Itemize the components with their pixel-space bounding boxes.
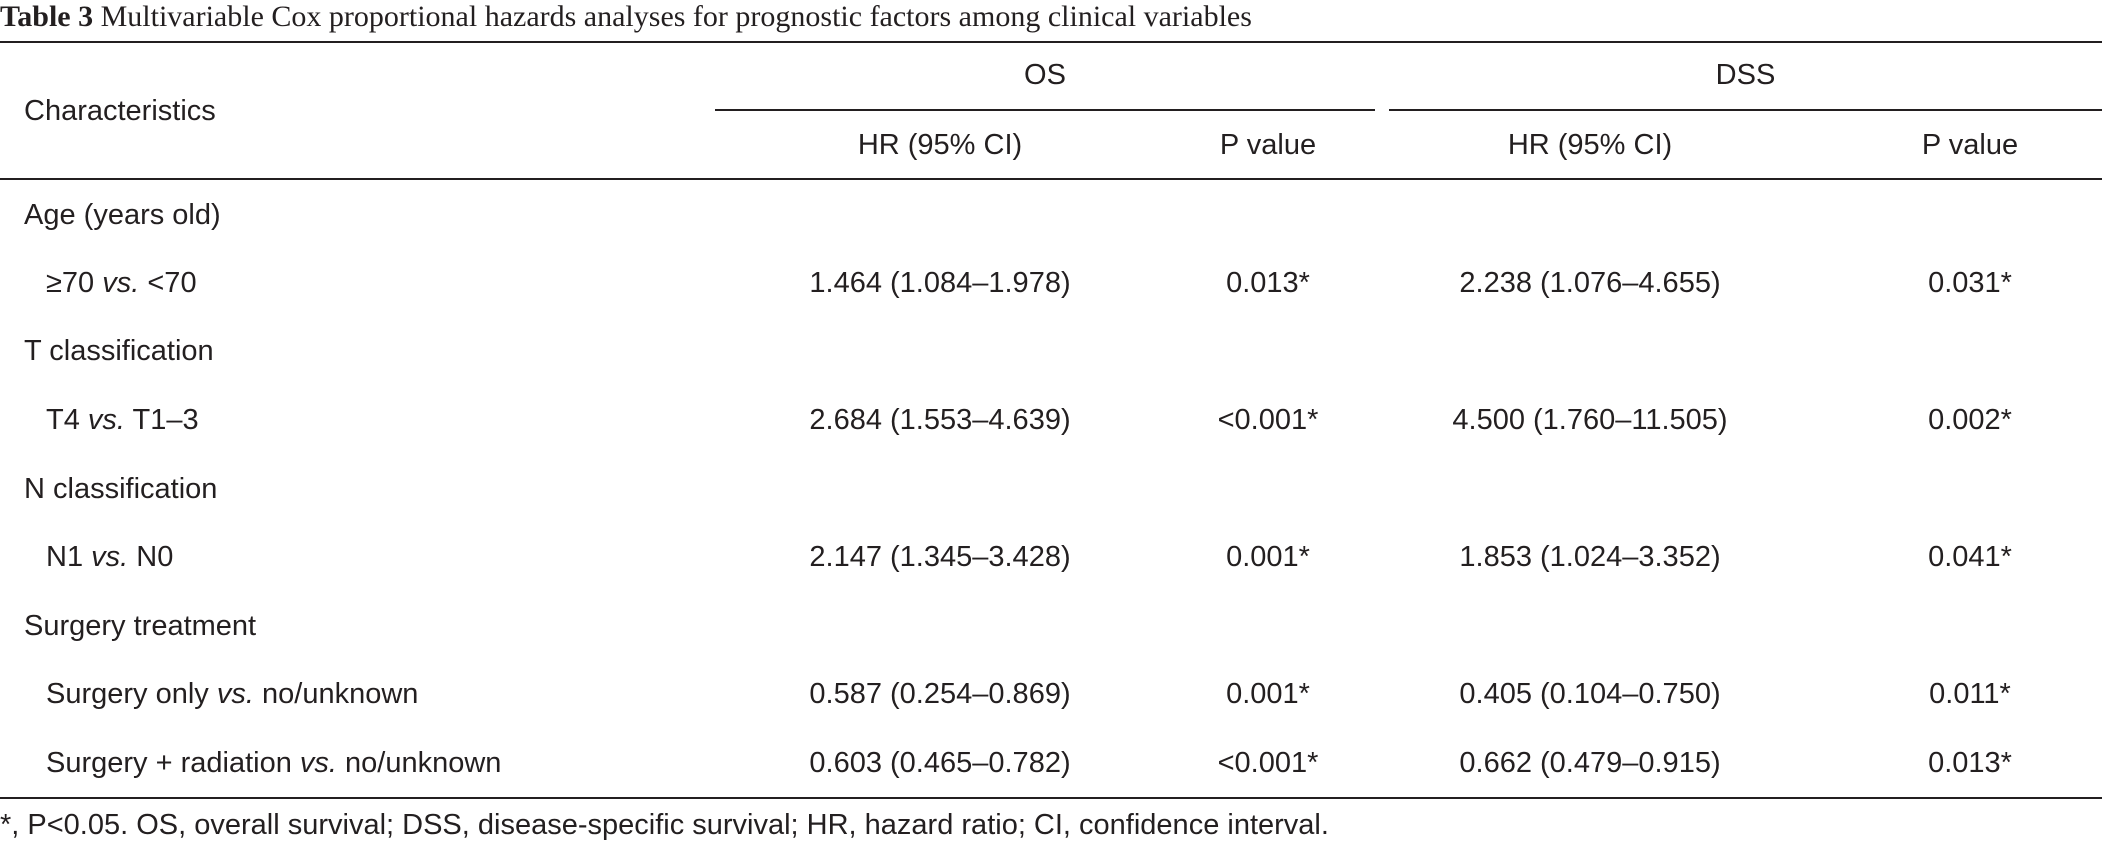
row-label-vs: vs. <box>299 747 337 779</box>
row-label-n: N1 vs. N0 <box>46 539 173 575</box>
table-bottom-rule <box>0 797 2102 799</box>
header-os-hr: HR (95% CI) <box>857 129 1023 161</box>
cell-dss-hr: 0.662 (0.479–0.915) <box>1459 747 1721 779</box>
row-label-a: N1 <box>46 541 84 573</box>
row-label-surgery-radiation: Surgery + radiation vs. no/unknown <box>46 745 501 781</box>
cell-dss-p: 0.041* <box>1928 541 2012 573</box>
header-bottom-rule <box>0 178 2102 180</box>
row-label-a: Surgery + radiation <box>46 747 292 779</box>
cell-os-p: 0.001* <box>1226 541 1310 573</box>
cell-os-p: <0.001* <box>1217 404 1319 436</box>
cell-dss-p: 0.002* <box>1928 404 2012 436</box>
table-top-rule <box>0 41 2102 43</box>
row-label-b: T1–3 <box>132 404 199 436</box>
cell-dss-hr: 4.500 (1.760–11.505) <box>1452 404 1728 436</box>
cell-os-p: <0.001* <box>1217 747 1319 779</box>
cell-os-hr: 0.587 (0.254–0.869) <box>809 678 1071 710</box>
table-number: Table 3 <box>0 0 94 33</box>
row-label-t: T4 vs. T1–3 <box>46 402 199 438</box>
table-caption: Table 3 Multivariable Cox proportional h… <box>0 0 1252 36</box>
header-group-dss: DSS <box>1715 59 1776 91</box>
row-label-vs: vs. <box>87 404 125 436</box>
row-label-surgery-only: Surgery only vs. no/unknown <box>46 676 418 712</box>
row-label-b: no/unknown <box>345 747 502 779</box>
group-label-t: T classification <box>24 335 214 367</box>
row-label-b: <70 <box>147 267 197 299</box>
cell-dss-p: 0.013* <box>1928 747 2012 779</box>
row-label-age: ≥70 vs. <70 <box>46 265 197 301</box>
group-label-n: N classification <box>24 473 218 505</box>
header-os-p: P value <box>1219 129 1317 161</box>
row-label-vs: vs. <box>91 541 129 573</box>
header-group-os: OS <box>1024 59 1066 91</box>
group-label-surgery: Surgery treatment <box>24 610 257 642</box>
cell-os-p: 0.001* <box>1226 678 1310 710</box>
header-dss-hr: HR (95% CI) <box>1507 129 1673 161</box>
row-label-b: N0 <box>136 541 174 573</box>
cell-os-hr: 1.464 (1.084–1.978) <box>809 267 1071 299</box>
cell-dss-hr: 2.238 (1.076–4.655) <box>1459 267 1721 299</box>
group-label-age: Age (years old) <box>24 199 221 231</box>
table-title: Multivariable Cox proportional hazards a… <box>100 0 1252 33</box>
header-dss-p: P value <box>1921 129 2019 161</box>
row-label-b: no/unknown <box>262 678 419 710</box>
cell-dss-hr: 1.853 (1.024–3.352) <box>1459 541 1721 573</box>
header-characteristics: Characteristics <box>24 95 216 127</box>
table-footnote: *, P<0.05. OS, overall survival; DSS, di… <box>0 809 1329 841</box>
row-label-vs: vs. <box>102 267 140 299</box>
row-label-a: ≥70 <box>46 267 95 299</box>
os-group-rule <box>715 109 1375 111</box>
row-label-a: Surgery only <box>46 678 209 710</box>
cell-dss-p: 0.011* <box>1929 678 2011 710</box>
cell-os-hr: 2.684 (1.553–4.639) <box>809 404 1071 436</box>
row-label-a: T4 <box>46 404 80 436</box>
cell-dss-hr: 0.405 (0.104–0.750) <box>1459 678 1721 710</box>
row-label-vs: vs. <box>216 678 254 710</box>
cell-os-hr: 0.603 (0.465–0.782) <box>809 747 1071 779</box>
cell-os-p: 0.013* <box>1226 267 1310 299</box>
dss-group-rule <box>1389 109 2102 111</box>
cell-os-hr: 2.147 (1.345–3.428) <box>809 541 1071 573</box>
cell-dss-p: 0.031* <box>1928 267 2012 299</box>
